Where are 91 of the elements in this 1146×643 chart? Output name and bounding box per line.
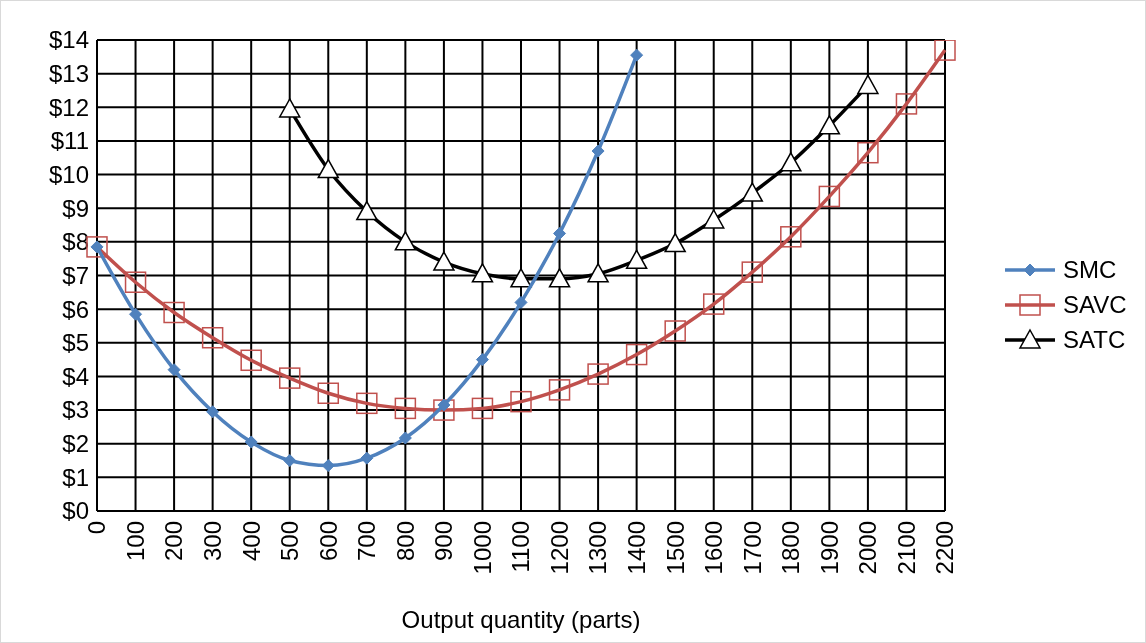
y-tick-label: $12 [48,93,89,121]
x-tick-label: 1100 [507,521,535,573]
x-tick-label: 1200 [545,521,573,575]
point [630,48,644,62]
point [317,158,340,179]
point [548,379,571,401]
point [433,251,455,271]
x-tick-label: 200 [160,521,188,562]
y-tick-label: $3 [62,396,89,424]
point [163,301,185,324]
x-tick-label: 1900 [815,521,843,575]
point [553,226,567,240]
point [471,263,494,283]
point [129,307,143,321]
x-tick-label: 2200 [931,521,959,575]
point [587,263,609,283]
y-tick-label: $14 [48,26,89,54]
y-tick-label: $4 [62,362,89,390]
x-tick-label: 2000 [854,521,882,575]
point [510,390,532,413]
x-tick-label: 1000 [468,521,496,575]
point [895,93,918,115]
point [398,431,412,445]
x-tick-label: 1600 [700,521,728,575]
point [741,182,764,202]
point [475,353,489,367]
x-tick-label: 2100 [892,521,920,575]
point [702,293,725,315]
point [818,185,841,208]
point [317,382,340,404]
point [780,152,802,172]
legend-label: SATC [1063,326,1126,354]
point [857,141,879,164]
point [471,397,494,420]
point [664,320,686,342]
y-tick-label: $2 [62,430,89,458]
x-tick-label: 1700 [738,521,766,575]
x-axis-title: Output quantity (parts) [401,606,641,633]
y-tick-label: $7 [62,261,89,289]
x-tick-label: 700 [353,521,381,562]
point [780,226,802,248]
legend-label: SMC [1063,256,1117,284]
point [857,74,879,95]
y-tick-label: $13 [48,60,89,88]
point [664,232,686,253]
point [818,115,841,135]
x-tick-label: 900 [430,521,458,562]
point [356,200,378,221]
y-tick-label: $10 [48,160,89,188]
point [244,435,258,449]
y-tick-label: $9 [62,194,89,222]
point [702,209,725,229]
x-tick-label: 1500 [661,521,689,575]
point [167,363,181,377]
point [394,231,417,251]
x-tick-label: 1400 [623,521,651,575]
x-tick-label: 500 [276,521,304,562]
point [591,144,605,158]
point [934,40,956,61]
y-tick-label: $6 [62,295,89,323]
point [587,363,609,385]
y-tick-label: $8 [62,228,89,256]
y-tick-label: $1 [62,463,89,491]
y-tick-label: $11 [50,127,89,155]
x-tick-label: 300 [199,521,227,562]
x-tick-label: 1300 [584,521,612,575]
point [321,459,335,473]
point [514,295,528,309]
point [510,268,532,288]
legend-label: SAVC [1063,291,1127,319]
x-tick-label: 1800 [777,521,805,575]
point [201,326,224,349]
point [625,343,648,366]
point [433,399,455,421]
x-tick-label: 600 [314,521,342,562]
point [741,261,764,283]
point [360,451,374,465]
point [124,271,147,293]
y-tick-label: $5 [62,329,89,357]
point [278,367,301,389]
x-tick-label: 800 [391,521,419,562]
x-tick-label: 400 [237,521,265,562]
point [625,249,648,270]
point [548,268,571,288]
point [240,349,262,372]
point [283,454,297,468]
x-tick-label: 100 [121,521,149,562]
point [278,98,301,118]
point [356,392,378,415]
point [206,405,220,419]
point [394,397,417,420]
